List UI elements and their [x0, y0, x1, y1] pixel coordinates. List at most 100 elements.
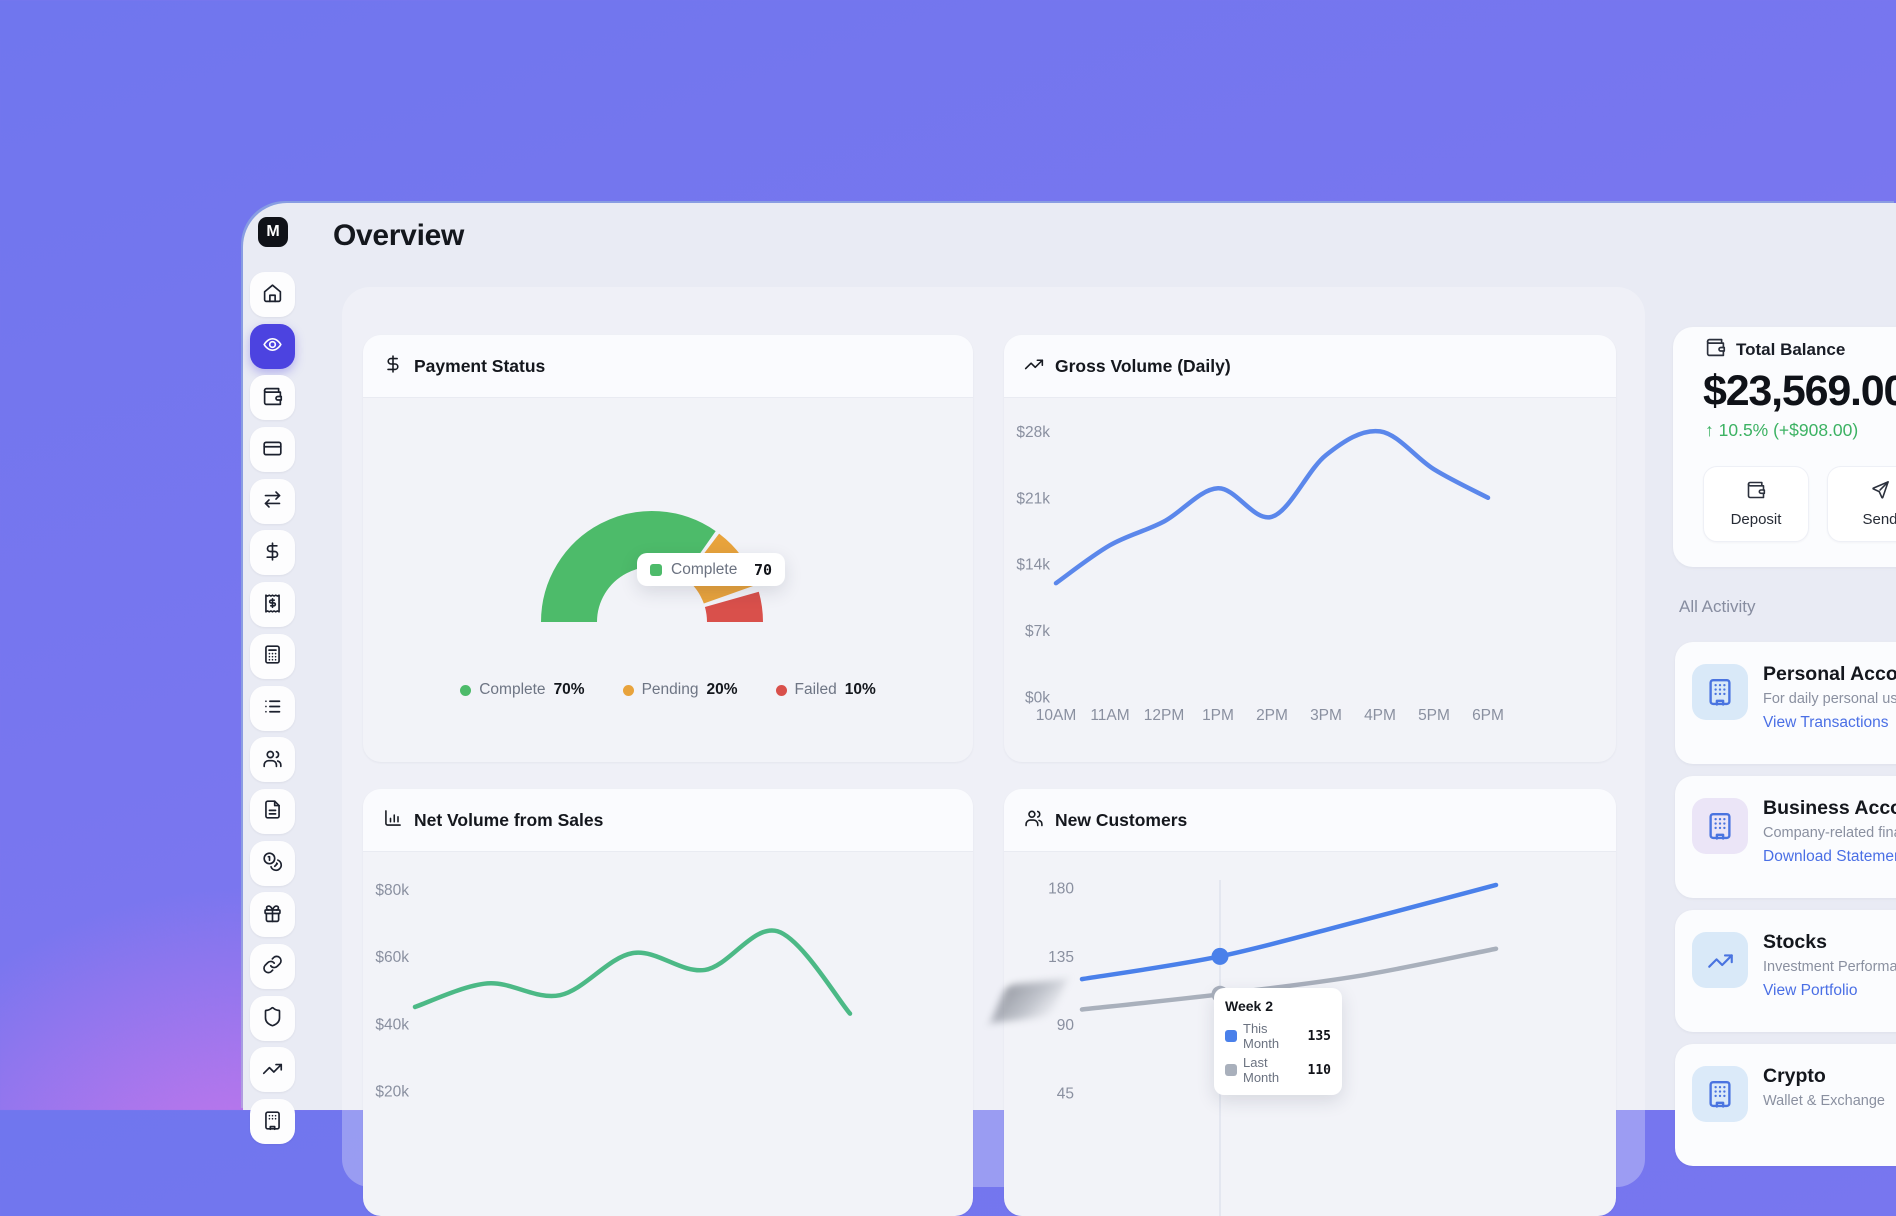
- activity-item-personal-account[interactable]: Personal Account For daily personal use …: [1675, 642, 1896, 764]
- activity-item-crypto[interactable]: Crypto Wallet & Exchange: [1675, 1044, 1896, 1166]
- trending-up-icon: [1692, 932, 1748, 988]
- complete-swatch: [650, 563, 662, 576]
- sidebar-item-links[interactable]: [250, 943, 295, 989]
- card-title: Payment Status: [414, 355, 546, 376]
- wallet-icon: [262, 386, 283, 410]
- svg-text:10AM: 10AM: [1036, 707, 1077, 724]
- eye-icon: [262, 334, 283, 358]
- sidebar-item-wallet[interactable]: [250, 375, 295, 421]
- calculator-icon: [262, 644, 283, 668]
- total-balance-label: Total Balance: [1705, 337, 1845, 363]
- sidebar-item-transfers[interactable]: [250, 478, 295, 524]
- download-statement-link[interactable]: Download Statement: [1763, 848, 1896, 865]
- users-icon: [1024, 808, 1044, 833]
- wallet-icon: [1705, 337, 1726, 363]
- sidebar-item-cards[interactable]: [250, 427, 295, 473]
- failed-dot: [775, 684, 787, 696]
- svg-text:$28k: $28k: [1016, 424, 1050, 441]
- wallet-icon: [1746, 480, 1766, 504]
- legend-item-pending: Pending 20%: [622, 681, 738, 699]
- svg-text:$60k: $60k: [375, 949, 409, 966]
- complete-dot: [460, 684, 472, 696]
- activity-item-stocks[interactable]: Stocks Investment Performance View Portf…: [1675, 910, 1896, 1032]
- svg-text:180: 180: [1048, 881, 1074, 898]
- legend-item-complete: Complete 70%: [460, 681, 585, 699]
- sidebar-item-invoices[interactable]: [250, 582, 295, 628]
- svg-text:45: 45: [1057, 1086, 1074, 1103]
- link-icon: [262, 954, 283, 978]
- svg-text:135: 135: [1048, 949, 1074, 966]
- sidebar: [250, 272, 295, 1144]
- sidebar-item-overview[interactable]: [250, 323, 295, 369]
- list-icon: [262, 696, 283, 720]
- receipt-icon: [262, 593, 283, 617]
- gift-icon: [262, 903, 283, 927]
- home-icon: [262, 283, 283, 307]
- card-new-customers: New Customers 180 135 90 45 Week 2 This Mon…: [1004, 789, 1616, 1216]
- svg-text:$21k: $21k: [1016, 490, 1050, 507]
- trending-up-icon: [1024, 354, 1044, 379]
- card-gross-volume: Gross Volume (Daily) $28k $21k $14k $7k $0k 1…: [1004, 335, 1616, 762]
- shield-icon: [262, 1006, 283, 1030]
- sidebar-item-customers[interactable]: [250, 737, 295, 783]
- view-portfolio-link[interactable]: View Portfolio: [1763, 982, 1858, 999]
- view-transactions-link[interactable]: View Transactions: [1763, 714, 1889, 731]
- sidebar-item-security[interactable]: [250, 995, 295, 1041]
- card-payment-status: Payment Status Complete 70 Complete 70% P…: [363, 335, 973, 762]
- net-volume-line-chart[interactable]: $80k $60k $40k $20k: [363, 852, 973, 1216]
- svg-text:$14k: $14k: [1016, 557, 1050, 574]
- sidebar-item-coins[interactable]: [250, 840, 295, 886]
- building-icon: [262, 1110, 283, 1134]
- svg-text:1PM: 1PM: [1202, 707, 1234, 724]
- total-balance-amount: $23,569.00: [1703, 367, 1896, 415]
- credit-card-icon: [262, 438, 283, 462]
- building-icon: [1692, 798, 1748, 854]
- sidebar-item-lists[interactable]: [250, 685, 295, 731]
- sidebar-item-payments[interactable]: [250, 530, 295, 576]
- send-icon: [1870, 480, 1890, 504]
- card-net-volume: Net Volume from Sales $80k $60k $40k $20k: [363, 789, 973, 1216]
- dollar-icon: [383, 354, 403, 379]
- gauge-tooltip: Complete 70: [637, 553, 785, 586]
- card-header: Gross Volume (Daily): [1004, 335, 1616, 398]
- deposit-button[interactable]: Deposit: [1703, 466, 1809, 542]
- sidebar-item-rewards[interactable]: [250, 892, 295, 938]
- legend-item-failed: Failed 10%: [775, 681, 876, 699]
- send-button[interactable]: Send: [1827, 466, 1896, 542]
- gauge-legend: Complete 70% Pending 20% Failed 10%: [363, 681, 973, 699]
- svg-text:$40k: $40k: [375, 1016, 409, 1033]
- dollar-icon: [262, 541, 283, 565]
- svg-text:90: 90: [1057, 1017, 1075, 1034]
- tooltip-row-this-month: This Month 135: [1225, 1021, 1331, 1051]
- pending-dot: [622, 684, 634, 696]
- svg-text:6PM: 6PM: [1472, 707, 1504, 724]
- card-title: Gross Volume (Daily): [1055, 355, 1231, 376]
- svg-text:$20k: $20k: [375, 1084, 409, 1101]
- sidebar-item-calculator[interactable]: [250, 633, 295, 679]
- document-icon: [262, 799, 283, 823]
- this-month-swatch: [1225, 1030, 1237, 1042]
- building-icon: [1692, 664, 1748, 720]
- sidebar-item-home[interactable]: [250, 272, 295, 317]
- sidebar-item-analytics[interactable]: [250, 1047, 295, 1093]
- svg-text:11AM: 11AM: [1090, 707, 1129, 724]
- svg-text:$7k: $7k: [1025, 623, 1050, 640]
- all-activity-heading: All Activity: [1679, 597, 1756, 616]
- tooltip-row-last-month: Last Month 110: [1225, 1055, 1331, 1085]
- bar-chart-icon: [383, 808, 403, 833]
- building-icon: [1692, 1066, 1748, 1122]
- app-logo-letter: M: [266, 223, 280, 240]
- svg-text:3PM: 3PM: [1310, 707, 1342, 724]
- sidebar-item-institutions[interactable]: [250, 1099, 295, 1144]
- svg-text:12PM: 12PM: [1144, 707, 1185, 724]
- activity-item-business-account[interactable]: Business Account Company-related finance…: [1675, 776, 1896, 898]
- svg-text:4PM: 4PM: [1364, 707, 1396, 724]
- sidebar-item-documents[interactable]: [250, 788, 295, 834]
- card-title: Net Volume from Sales: [414, 809, 604, 830]
- svg-text:5PM: 5PM: [1418, 707, 1450, 724]
- app-logo[interactable]: M: [258, 217, 288, 247]
- card-header: New Customers: [1004, 789, 1616, 852]
- card-header: Net Volume from Sales: [363, 789, 973, 852]
- card-title: New Customers: [1055, 809, 1188, 830]
